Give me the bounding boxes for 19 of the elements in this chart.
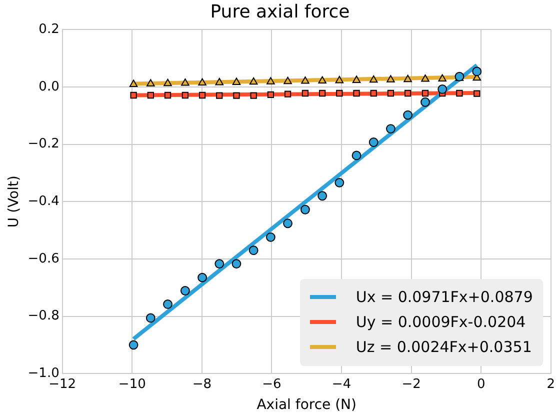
x-tick-label: −4 <box>332 376 352 392</box>
legend-label: Ux = 0.0971Fx+0.0879 <box>356 288 533 306</box>
legend-label: Uz = 0.0024Fx+0.0351 <box>356 338 532 356</box>
y-tick-label: −0.2 <box>28 136 60 152</box>
x-axis-title: Axial force (N) <box>256 397 357 414</box>
y-tick-label: −0.4 <box>28 194 60 209</box>
y-tick-label: −0.6 <box>28 251 60 266</box>
x-tick-label: −8 <box>192 376 212 392</box>
x-tick-label: 0 <box>476 376 486 392</box>
legend-label: Uy = 0.0009Fx-0.0204 <box>356 313 526 332</box>
x-tick-label: −2 <box>402 376 421 392</box>
x-tick-label: −10 <box>118 376 146 392</box>
x-tick-label: 2 <box>546 376 556 392</box>
x-tick-label: −6 <box>262 376 282 392</box>
y-axis-title: U (Volt) <box>6 176 22 228</box>
chart-title: Pure axial force <box>210 1 350 22</box>
y-tick-label: 0.2 <box>38 22 60 37</box>
y-tick-label: 0.0 <box>38 79 60 94</box>
y-tick-label: −0.8 <box>28 308 60 324</box>
